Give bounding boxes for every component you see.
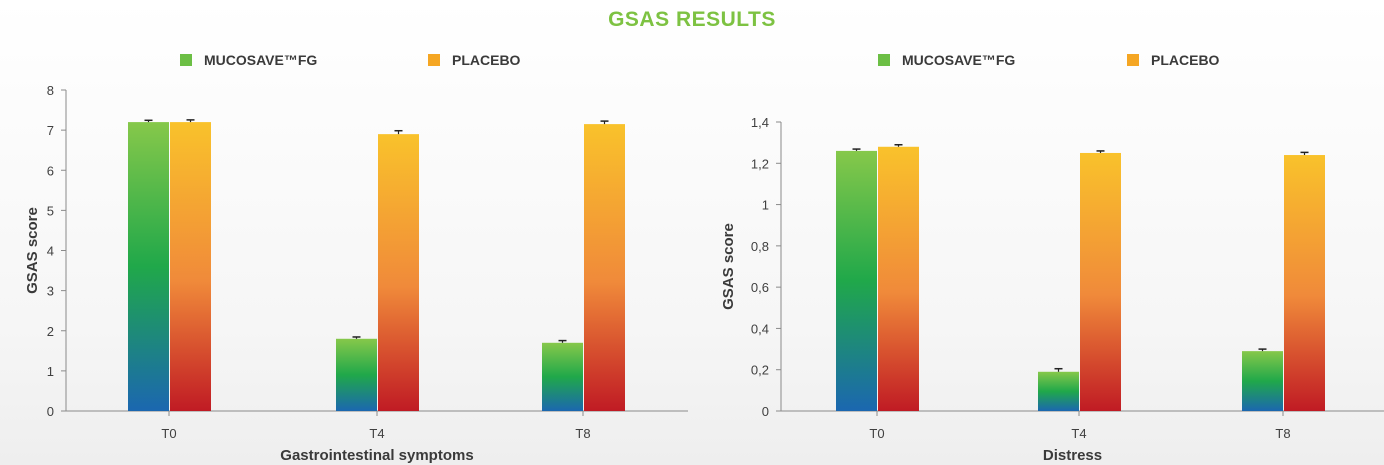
- x-tick-label: T4: [1071, 426, 1086, 441]
- bar-mucosave-t4: [336, 338, 377, 411]
- x-tick-label: T0: [161, 426, 176, 441]
- y-tick-label: 0,4: [751, 321, 769, 336]
- y-tick-label: 4: [47, 244, 54, 259]
- y-tick-label: 0,6: [751, 280, 769, 295]
- legend-label-mucosave: MUCOSAVE™FG: [902, 52, 1015, 68]
- bar-placebo-t0: [878, 146, 919, 411]
- bar-mucosave-t0: [836, 150, 877, 411]
- y-tick-label: 7: [47, 123, 54, 138]
- bar-placebo-t8: [1284, 155, 1325, 411]
- bar-placebo-t4: [378, 134, 419, 411]
- bar-mucosave-t8: [1242, 351, 1283, 411]
- y-axis-label: GSAS score: [720, 223, 737, 310]
- chart-gastrointestinal: MUCOSAVE™FG PLACEBO 0 1 2 3 4 5 6 7 8 GSAS score T0 T…: [24, 52, 688, 464]
- y-tick-label: 0: [47, 404, 54, 419]
- page-title: GSAS RESULTS: [608, 8, 776, 31]
- legend-swatch-mucosave: [878, 54, 890, 66]
- x-axis-label: Distress: [1043, 447, 1102, 464]
- x-axis-label: Gastrointestinal symptoms: [280, 447, 473, 464]
- legend-label-placebo: PLACEBO: [1151, 52, 1220, 68]
- bar-mucosave-t0: [128, 122, 169, 411]
- x-tick-label: T8: [1275, 426, 1290, 441]
- x-tick-label: T8: [575, 426, 590, 441]
- y-tick-label: 1: [47, 364, 54, 379]
- y-tick-label: 8: [47, 83, 54, 98]
- y-tick-label: 1: [762, 198, 769, 213]
- y-tick-label: 0: [762, 404, 769, 419]
- legend-swatch-placebo: [1127, 54, 1139, 66]
- y-tick-label: 5: [47, 203, 54, 218]
- y-tick-label: 1,4: [751, 115, 769, 130]
- y-tick-label: 3: [47, 284, 54, 299]
- legend-swatch-mucosave: [180, 54, 192, 66]
- bar-mucosave-t4: [1038, 371, 1079, 411]
- y-tick-label: 0,2: [751, 363, 769, 378]
- legend-label-mucosave: MUCOSAVE™FG: [204, 52, 317, 68]
- x-tick-label: T0: [869, 426, 884, 441]
- x-tick-label: T4: [369, 426, 384, 441]
- bar-mucosave-t8: [542, 342, 583, 411]
- bar-placebo-t8: [584, 124, 625, 411]
- y-tick-label: 0,8: [751, 239, 769, 254]
- y-tick-label: 1,2: [751, 156, 769, 171]
- legend-swatch-placebo: [428, 54, 440, 66]
- legend-label-placebo: PLACEBO: [452, 52, 521, 68]
- y-axis-label: GSAS score: [24, 207, 41, 294]
- bar-placebo-t4: [1080, 152, 1121, 411]
- chart-distress: MUCOSAVE™FG PLACEBO 0 0,2 0,4 0,6 0,8 1 1,2 1,4 GS…: [720, 52, 1384, 464]
- y-tick-label: 2: [47, 324, 54, 339]
- bar-placebo-t0: [170, 122, 211, 411]
- y-tick-label: 6: [47, 163, 54, 178]
